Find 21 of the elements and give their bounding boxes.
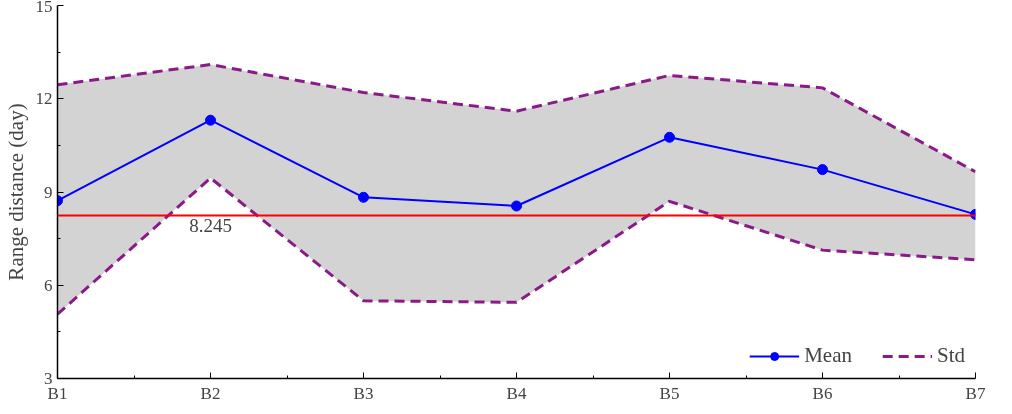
point [817, 164, 828, 176]
y-axis-title: Range distance (day) [3, 103, 28, 281]
x-tick-label: B5 [659, 383, 680, 403]
y-tick-label: 9 [44, 182, 53, 202]
point [205, 114, 216, 126]
x-tick-label: B3 [353, 383, 374, 403]
point [511, 200, 522, 212]
legend-label: Mean [804, 343, 852, 368]
line-series [57, 176, 976, 316]
point [358, 191, 369, 203]
x-tick-label: B4 [506, 383, 527, 403]
y-tick-label: 15 [35, 0, 53, 16]
legend-label: Std [936, 343, 965, 368]
y-tick-label: 12 [35, 89, 53, 109]
y-tick-label: 6 [44, 275, 53, 295]
line-series [57, 63, 976, 174]
x-tick-label: B6 [812, 383, 833, 403]
point [664, 131, 675, 143]
x-tick-label: B2 [200, 383, 221, 403]
ref-line-label: 8.245 [189, 215, 232, 237]
x-tick-label: B7 [965, 383, 986, 403]
